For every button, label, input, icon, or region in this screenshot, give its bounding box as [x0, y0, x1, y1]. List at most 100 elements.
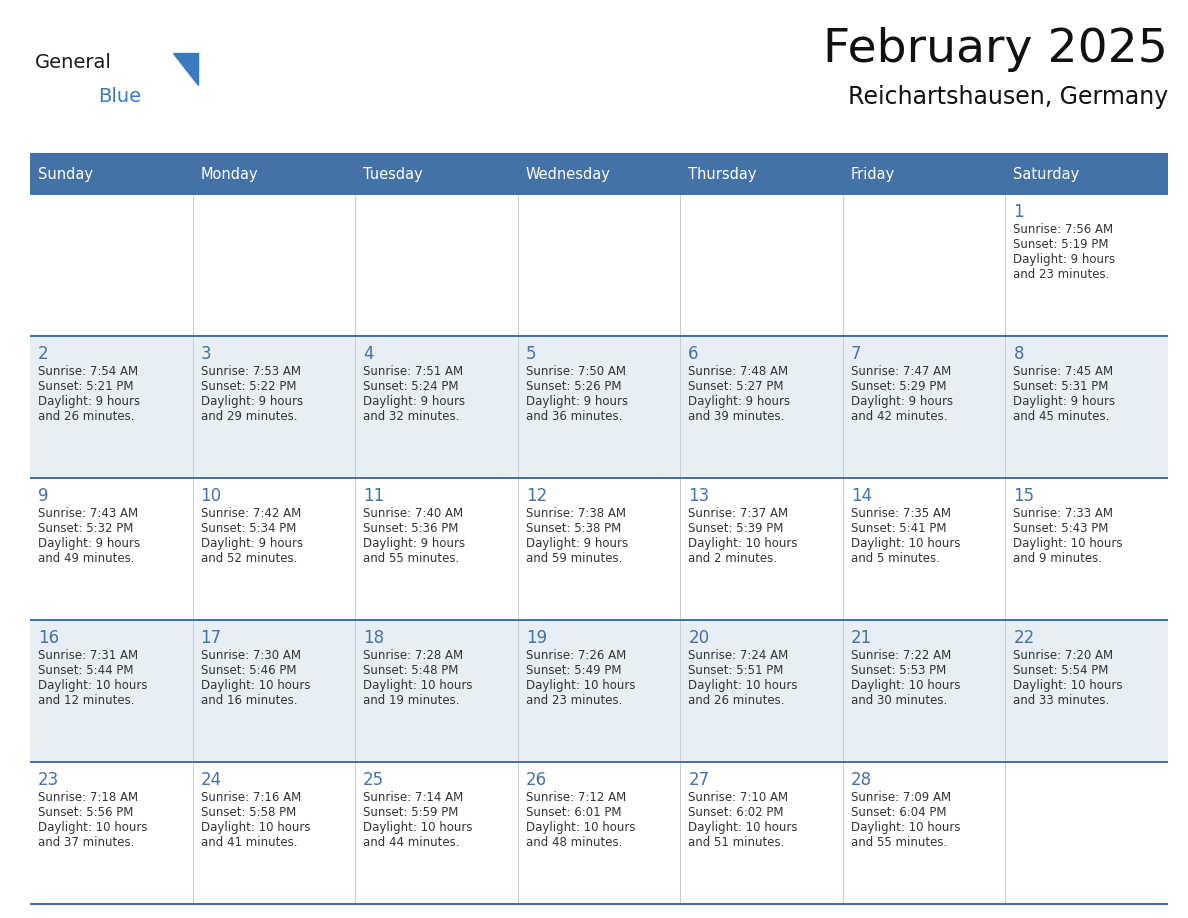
Bar	[30, 761, 1168, 763]
Text: Sunrise: 7:43 AM: Sunrise: 7:43 AM	[38, 507, 138, 520]
Text: and 39 minutes.: and 39 minutes.	[688, 410, 784, 423]
Text: 2: 2	[38, 345, 49, 363]
Text: and 16 minutes.: and 16 minutes.	[201, 694, 297, 707]
Text: Daylight: 10 hours: Daylight: 10 hours	[688, 537, 798, 550]
Text: Sunset: 5:54 PM: Sunset: 5:54 PM	[1013, 664, 1108, 677]
Text: 19: 19	[526, 629, 546, 647]
Bar	[192, 479, 355, 619]
Bar	[30, 195, 192, 335]
Text: Sunrise: 7:35 AM: Sunrise: 7:35 AM	[851, 507, 950, 520]
Bar	[518, 763, 681, 903]
Bar	[842, 763, 1005, 903]
Text: Daylight: 10 hours: Daylight: 10 hours	[38, 679, 147, 692]
Text: Daylight: 10 hours: Daylight: 10 hours	[201, 821, 310, 834]
Bar	[30, 477, 1168, 479]
Text: Sunset: 5:53 PM: Sunset: 5:53 PM	[851, 664, 946, 677]
Text: Daylight: 10 hours: Daylight: 10 hours	[851, 679, 960, 692]
Text: 23: 23	[38, 771, 59, 789]
Text: Sunset: 5:36 PM: Sunset: 5:36 PM	[364, 522, 459, 535]
Text: Sunset: 5:49 PM: Sunset: 5:49 PM	[526, 664, 621, 677]
Text: and 52 minutes.: and 52 minutes.	[201, 552, 297, 565]
Text: 13: 13	[688, 487, 709, 505]
Text: February 2025: February 2025	[823, 27, 1168, 72]
Text: Daylight: 10 hours: Daylight: 10 hours	[1013, 679, 1123, 692]
Bar	[681, 763, 842, 903]
Text: Daylight: 9 hours: Daylight: 9 hours	[38, 395, 140, 408]
Text: Sunset: 5:29 PM: Sunset: 5:29 PM	[851, 380, 947, 393]
Text: Sunset: 5:56 PM: Sunset: 5:56 PM	[38, 806, 133, 819]
Text: Sunrise: 7:14 AM: Sunrise: 7:14 AM	[364, 791, 463, 804]
Text: 10: 10	[201, 487, 222, 505]
Bar	[30, 619, 1168, 621]
Text: Daylight: 9 hours: Daylight: 9 hours	[201, 537, 303, 550]
Text: 1: 1	[1013, 203, 1024, 221]
Text: Sunset: 6:04 PM: Sunset: 6:04 PM	[851, 806, 947, 819]
Text: and 41 minutes.: and 41 minutes.	[201, 836, 297, 849]
Text: Daylight: 9 hours: Daylight: 9 hours	[688, 395, 790, 408]
Text: Thursday: Thursday	[688, 166, 757, 182]
Text: Sunrise: 7:48 AM: Sunrise: 7:48 AM	[688, 365, 789, 378]
Bar	[192, 195, 355, 335]
Bar	[681, 155, 842, 193]
Text: Sunset: 5:26 PM: Sunset: 5:26 PM	[526, 380, 621, 393]
Text: Sunset: 5:38 PM: Sunset: 5:38 PM	[526, 522, 621, 535]
Text: Sunrise: 7:22 AM: Sunrise: 7:22 AM	[851, 649, 952, 662]
Bar	[681, 195, 842, 335]
Text: Monday: Monday	[201, 166, 258, 182]
Text: Sunrise: 7:38 AM: Sunrise: 7:38 AM	[526, 507, 626, 520]
Text: Sunset: 5:22 PM: Sunset: 5:22 PM	[201, 380, 296, 393]
Text: Daylight: 10 hours: Daylight: 10 hours	[1013, 537, 1123, 550]
Text: 11: 11	[364, 487, 385, 505]
Bar	[30, 155, 192, 193]
Text: 18: 18	[364, 629, 384, 647]
Bar	[681, 621, 842, 761]
Text: Sunrise: 7:56 AM: Sunrise: 7:56 AM	[1013, 223, 1113, 236]
Text: 4: 4	[364, 345, 374, 363]
Bar	[30, 153, 1168, 155]
Text: and 59 minutes.: and 59 minutes.	[526, 552, 623, 565]
Text: Sunrise: 7:12 AM: Sunrise: 7:12 AM	[526, 791, 626, 804]
Bar	[192, 155, 355, 193]
Text: Sunset: 5:31 PM: Sunset: 5:31 PM	[1013, 380, 1108, 393]
Text: 26: 26	[526, 771, 546, 789]
Text: Sunset: 6:01 PM: Sunset: 6:01 PM	[526, 806, 621, 819]
Text: Daylight: 10 hours: Daylight: 10 hours	[364, 679, 473, 692]
Bar	[30, 335, 1168, 337]
Text: 7: 7	[851, 345, 861, 363]
Text: Daylight: 10 hours: Daylight: 10 hours	[38, 821, 147, 834]
Text: Sunrise: 7:53 AM: Sunrise: 7:53 AM	[201, 365, 301, 378]
Text: and 9 minutes.: and 9 minutes.	[1013, 552, 1102, 565]
Text: 27: 27	[688, 771, 709, 789]
Text: 16: 16	[38, 629, 59, 647]
Text: Sunset: 5:24 PM: Sunset: 5:24 PM	[364, 380, 459, 393]
Bar	[355, 479, 518, 619]
Text: Sunrise: 7:50 AM: Sunrise: 7:50 AM	[526, 365, 626, 378]
Bar	[842, 621, 1005, 761]
Text: Sunrise: 7:30 AM: Sunrise: 7:30 AM	[201, 649, 301, 662]
Bar	[518, 621, 681, 761]
Text: Sunset: 6:02 PM: Sunset: 6:02 PM	[688, 806, 784, 819]
Text: General: General	[34, 53, 112, 72]
Text: and 33 minutes.: and 33 minutes.	[1013, 694, 1110, 707]
Text: and 29 minutes.: and 29 minutes.	[201, 410, 297, 423]
Text: 5: 5	[526, 345, 536, 363]
Bar	[1005, 337, 1168, 477]
Text: Sunrise: 7:31 AM: Sunrise: 7:31 AM	[38, 649, 138, 662]
Text: and 19 minutes.: and 19 minutes.	[364, 694, 460, 707]
Text: Sunrise: 7:37 AM: Sunrise: 7:37 AM	[688, 507, 789, 520]
Text: Daylight: 9 hours: Daylight: 9 hours	[364, 537, 466, 550]
Bar	[842, 155, 1005, 193]
Text: Sunrise: 7:40 AM: Sunrise: 7:40 AM	[364, 507, 463, 520]
Text: Daylight: 10 hours: Daylight: 10 hours	[526, 679, 636, 692]
Bar	[30, 193, 1168, 195]
Text: 12: 12	[526, 487, 546, 505]
Text: and 30 minutes.: and 30 minutes.	[851, 694, 947, 707]
Text: Reichartshausen, Germany: Reichartshausen, Germany	[848, 85, 1168, 109]
Bar	[1005, 763, 1168, 903]
Bar	[30, 763, 192, 903]
Text: Daylight: 10 hours: Daylight: 10 hours	[851, 537, 960, 550]
Bar	[355, 337, 518, 477]
Text: and 26 minutes.: and 26 minutes.	[38, 410, 134, 423]
Text: Daylight: 10 hours: Daylight: 10 hours	[201, 679, 310, 692]
Text: Wednesday: Wednesday	[526, 166, 611, 182]
